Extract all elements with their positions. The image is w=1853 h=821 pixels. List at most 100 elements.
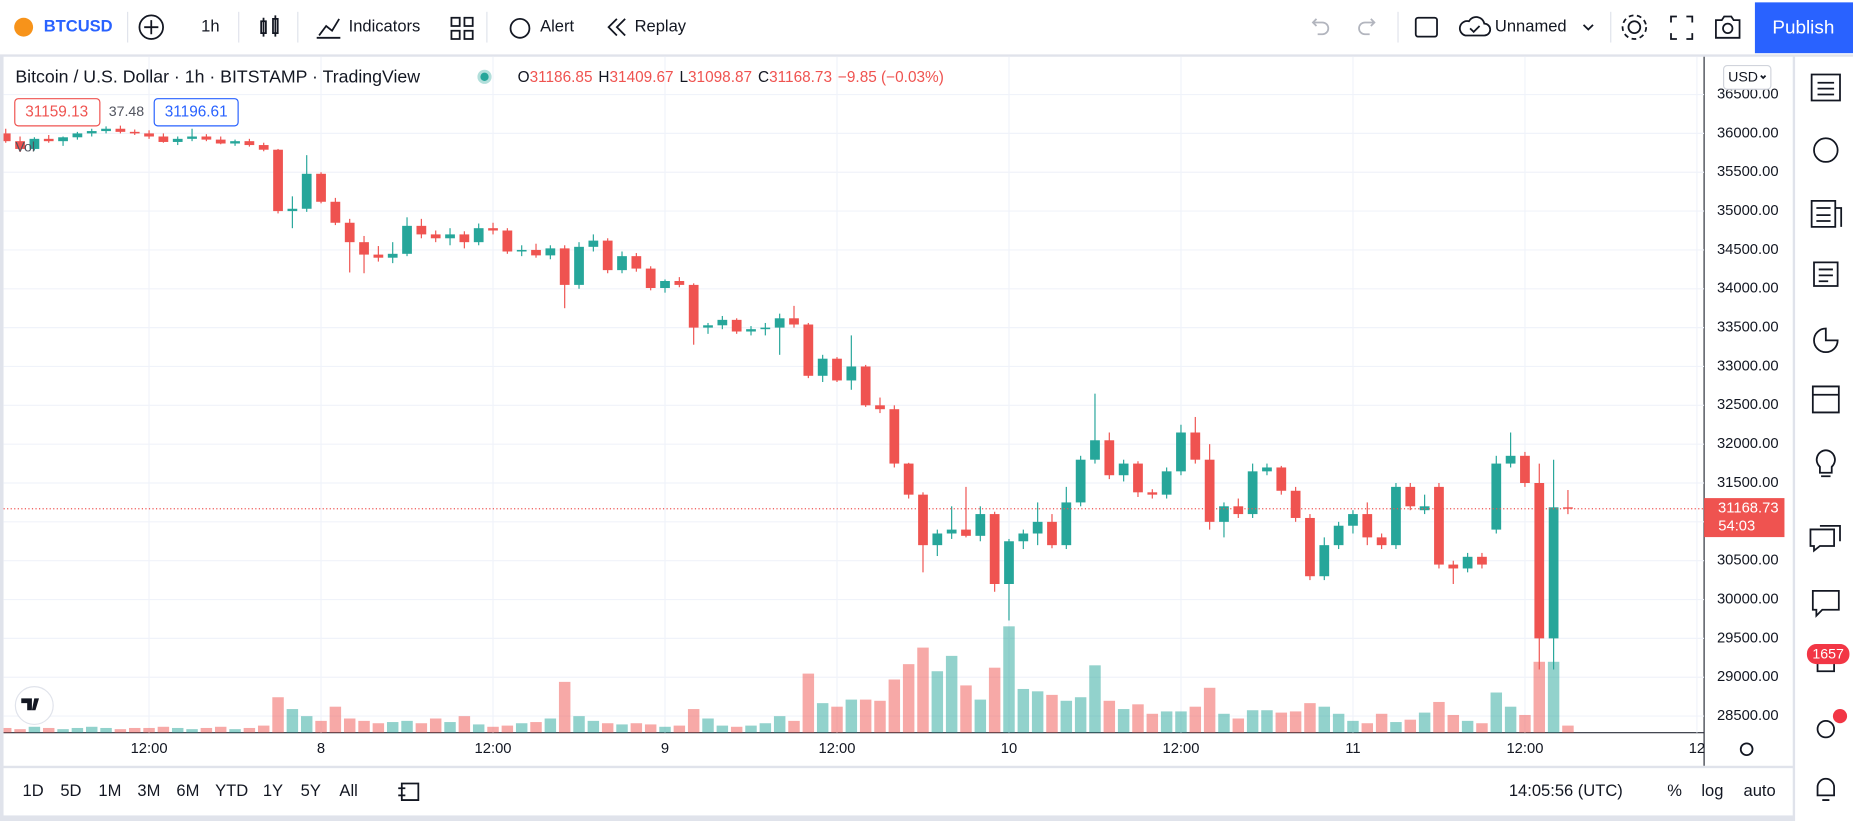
chart-type-icon[interactable] bbox=[260, 15, 279, 37]
indicators[interactable]: Indicators bbox=[349, 17, 421, 36]
candle-body bbox=[1290, 490, 1301, 518]
y-tick-label: 33000.00 bbox=[1717, 358, 1779, 374]
percent-toggle[interactable]: % bbox=[1667, 781, 1682, 800]
volume-bar bbox=[1261, 710, 1273, 733]
chevron[interactable] bbox=[1582, 24, 1594, 31]
range-button[interactable]: 5Y bbox=[301, 781, 321, 800]
hotlist-icon[interactable] bbox=[1813, 327, 1839, 354]
redo-icon[interactable] bbox=[1358, 18, 1376, 36]
badge bbox=[1806, 644, 1850, 665]
replay[interactable]: Replay bbox=[635, 17, 687, 36]
candle-body bbox=[559, 248, 570, 285]
ideas-stream-icon[interactable] bbox=[1815, 449, 1836, 478]
candle-body bbox=[1047, 521, 1057, 546]
ideas-icon[interactable] bbox=[1813, 261, 1839, 287]
messages-icon[interactable] bbox=[1811, 589, 1840, 618]
log-toggle[interactable]: log bbox=[1701, 781, 1723, 800]
chats-icon[interactable] bbox=[1809, 524, 1841, 553]
volume-bar bbox=[859, 699, 872, 733]
ask[interactable]: 31196.61 bbox=[165, 103, 228, 120]
range-button[interactable]: 1Y bbox=[263, 781, 283, 800]
date-range-icon[interactable] bbox=[398, 782, 420, 801]
alert[interactable]: Alert bbox=[540, 17, 574, 36]
bell-icon[interactable] bbox=[1816, 777, 1835, 801]
candle-body bbox=[531, 249, 541, 256]
alerts-icon[interactable] bbox=[1813, 137, 1839, 163]
publish-button[interactable] bbox=[1754, 2, 1853, 54]
symbol-icon bbox=[14, 17, 34, 37]
volume-bar bbox=[530, 722, 542, 733]
candle-body bbox=[860, 366, 871, 406]
x-tick-label: 12 bbox=[1689, 741, 1705, 757]
bid-box[interactable] bbox=[14, 98, 101, 127]
volume-bar bbox=[401, 720, 413, 733]
fullscreen-icon[interactable] bbox=[1670, 15, 1694, 40]
candle-body bbox=[674, 281, 685, 285]
replay-icon[interactable] bbox=[607, 18, 626, 37]
auto-toggle[interactable]: auto bbox=[1744, 781, 1776, 800]
volume-bar bbox=[788, 720, 800, 733]
volume-bar bbox=[1218, 713, 1230, 733]
candle-body bbox=[387, 253, 398, 258]
candle-body bbox=[144, 133, 154, 137]
candle-body bbox=[1362, 514, 1373, 538]
add-symbol-icon[interactable] bbox=[138, 14, 164, 40]
currency[interactable]: USD bbox=[1728, 70, 1758, 86]
volume-bar bbox=[917, 647, 929, 733]
x-tick-label: 12:00 bbox=[475, 741, 512, 757]
candle-body bbox=[903, 463, 914, 495]
alert-icon[interactable] bbox=[509, 18, 531, 39]
candle-body bbox=[1176, 432, 1186, 472]
range-button[interactable]: 3M bbox=[137, 781, 160, 800]
layout-name[interactable]: Unnamed bbox=[1495, 17, 1567, 36]
volume-bar bbox=[1418, 712, 1431, 733]
volume-bar bbox=[214, 726, 227, 733]
range-button[interactable]: 1D bbox=[23, 781, 44, 800]
snapshot-icon[interactable] bbox=[1715, 15, 1741, 39]
candle-body bbox=[688, 284, 699, 328]
volume-bar bbox=[1189, 706, 1202, 733]
volume-bar bbox=[243, 727, 256, 733]
currency-button[interactable] bbox=[1723, 64, 1772, 90]
indicators-icon[interactable] bbox=[316, 18, 341, 39]
ask-box[interactable] bbox=[153, 98, 239, 127]
axis-settings-icon[interactable] bbox=[1739, 742, 1754, 757]
volume-bar bbox=[3, 727, 12, 733]
candle-body bbox=[373, 254, 384, 258]
interval[interactable]: 1h bbox=[201, 17, 219, 36]
publish[interactable]: Publish bbox=[1772, 17, 1834, 38]
range-button[interactable]: 5D bbox=[60, 781, 81, 800]
watchlist-icon[interactable] bbox=[1810, 73, 1841, 102]
volume-bar bbox=[1132, 704, 1144, 733]
volume-bar bbox=[85, 726, 98, 733]
candle-body bbox=[1462, 556, 1473, 569]
bid[interactable]: 31159.13 bbox=[25, 103, 88, 120]
volume-bar bbox=[1074, 697, 1087, 733]
calendar-icon[interactable] bbox=[1811, 385, 1840, 414]
volume-bar bbox=[902, 664, 915, 733]
volume-bar bbox=[960, 685, 972, 733]
range-button[interactable]: All bbox=[339, 781, 357, 800]
volume-bar bbox=[845, 699, 858, 733]
range-button[interactable]: YTD bbox=[215, 781, 248, 800]
layout-icon[interactable] bbox=[1414, 16, 1438, 38]
last-price: 31168.73 bbox=[1718, 501, 1779, 517]
candle-body bbox=[473, 228, 484, 243]
volume-bar bbox=[1375, 713, 1388, 733]
candle-body bbox=[1262, 467, 1272, 472]
undo-icon[interactable] bbox=[1311, 18, 1330, 36]
settings-icon[interactable] bbox=[1627, 20, 1642, 34]
volume-bar bbox=[1390, 722, 1402, 733]
symbol[interactable]: BTCUSD bbox=[44, 17, 113, 36]
range-button[interactable]: 1M bbox=[98, 781, 121, 800]
news-icon[interactable] bbox=[1810, 200, 1843, 228]
legend-label: O bbox=[518, 69, 530, 86]
ohlc-legend: O31186.85 H31409.67 L31098.87 C31168.73 −9.8… bbox=[518, 69, 944, 86]
streams-icon[interactable] bbox=[1816, 719, 1835, 739]
axes: 28500.00 29000.00 29500.00 30000.00 30500.00… bbox=[131, 86, 1785, 757]
templates-icon[interactable] bbox=[450, 16, 474, 40]
volume-bar bbox=[1160, 711, 1173, 733]
candle-body bbox=[746, 329, 756, 332]
candle-body bbox=[273, 149, 283, 212]
range-button[interactable]: 6M bbox=[176, 781, 199, 800]
